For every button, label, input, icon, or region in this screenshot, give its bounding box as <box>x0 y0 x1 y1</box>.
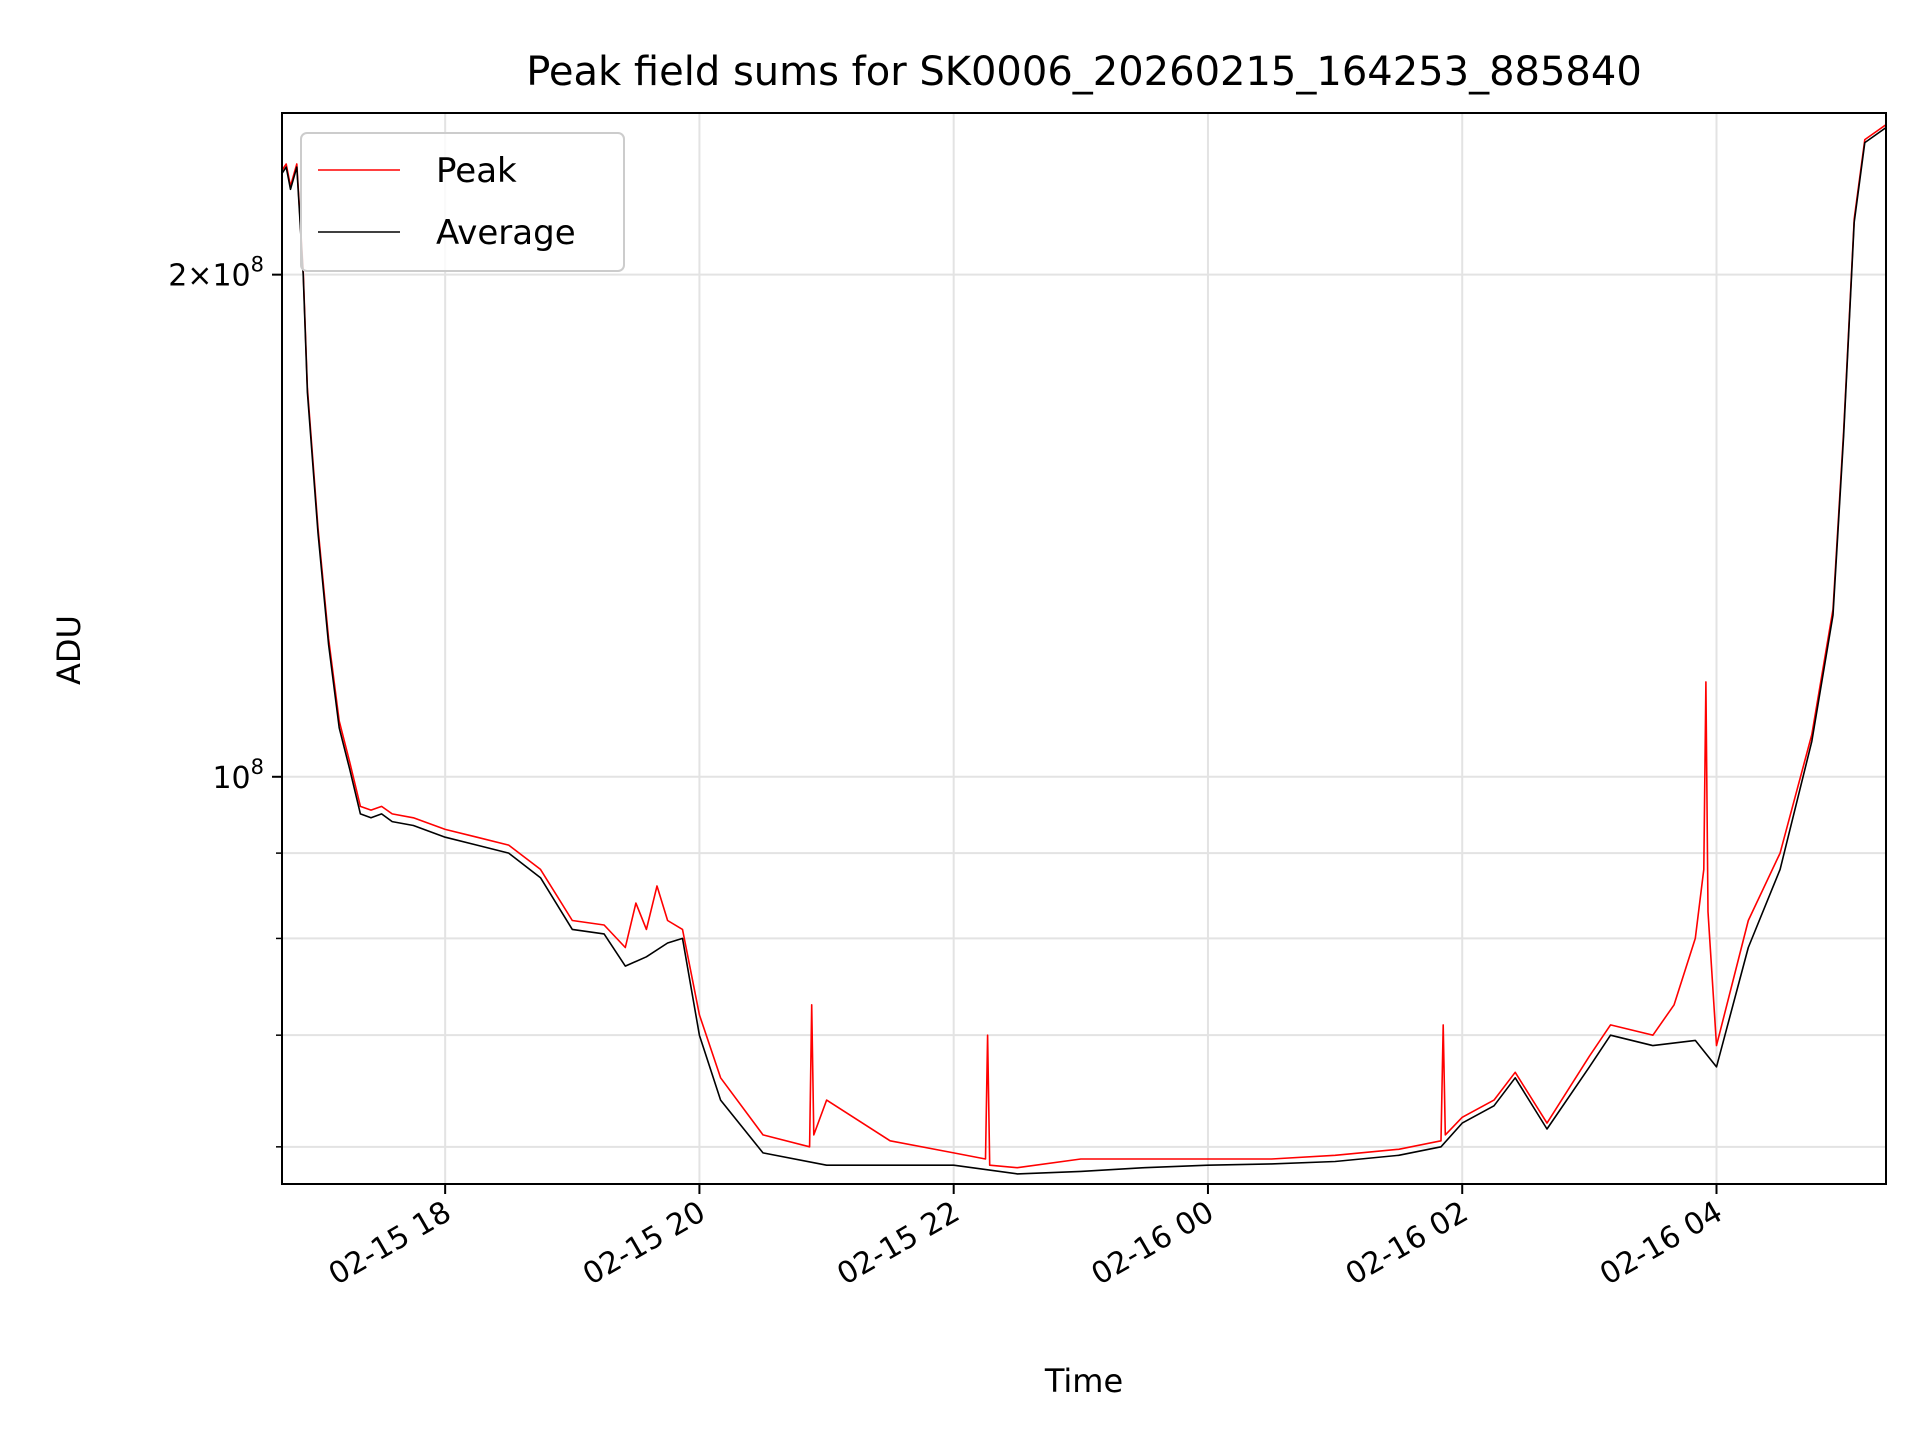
plot-frame <box>281 112 1887 1185</box>
y-axis: 108 2×108 <box>168 253 282 1148</box>
legend-label-average: Average <box>436 213 576 253</box>
y-tick-label: 108 <box>212 755 264 796</box>
legend: Peak Average <box>300 132 625 272</box>
legend-box <box>300 132 625 272</box>
grid <box>282 113 1886 1184</box>
series-line-average <box>281 126 1887 1175</box>
series-line-peak <box>281 124 1887 1169</box>
series-layer <box>281 124 1887 1175</box>
x-axis-title: Time <box>1044 1362 1123 1400</box>
chart-title: Peak field sums for SK0006_20260215_1642… <box>526 49 1642 95</box>
legend-label-peak: Peak <box>436 151 517 191</box>
y-axis-title: ADU <box>50 615 88 685</box>
y-tick-label: 2×108 <box>168 253 264 294</box>
